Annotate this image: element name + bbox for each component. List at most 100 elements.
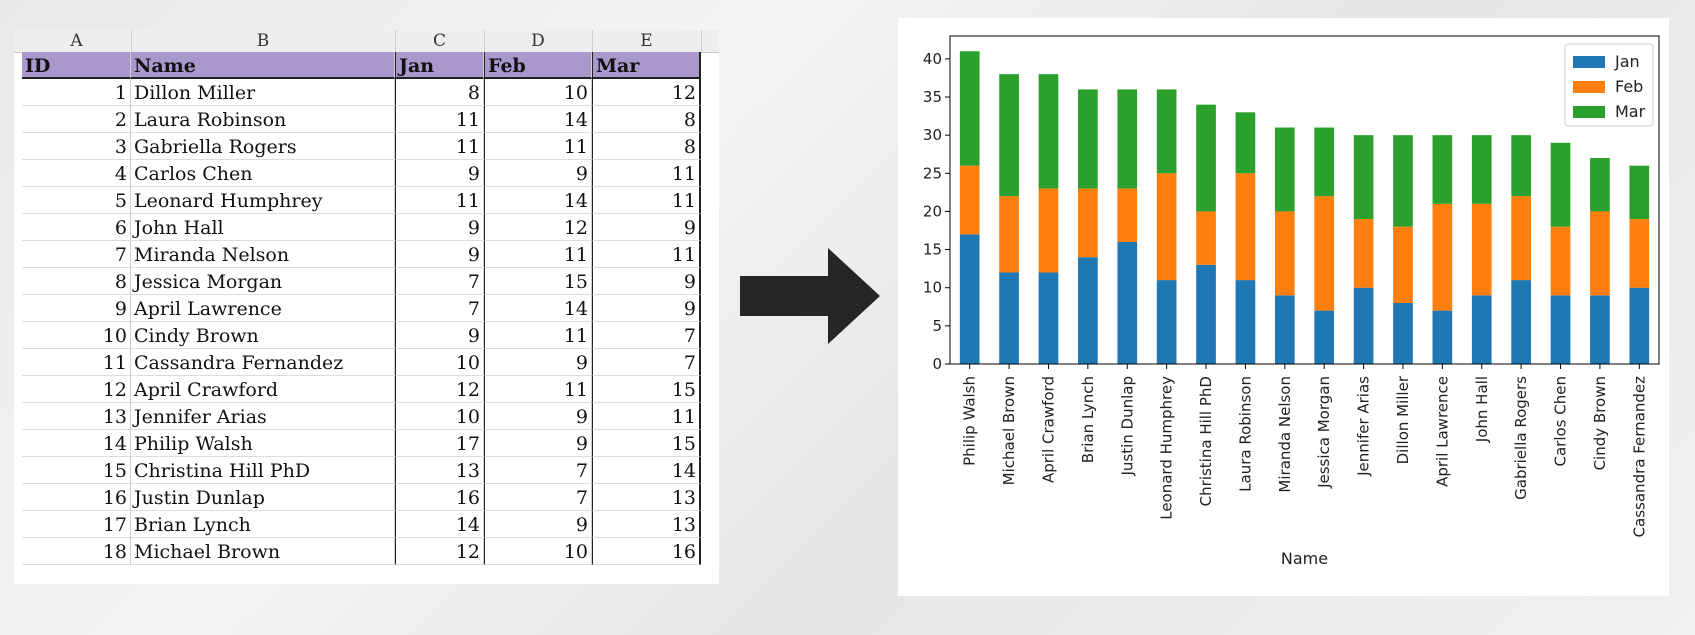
cell-jan[interactable]: 16 xyxy=(395,484,484,511)
cell-mar[interactable]: 8 xyxy=(592,106,701,133)
cell-feb[interactable]: 11 xyxy=(484,322,592,349)
cell-mar[interactable]: 15 xyxy=(592,376,701,403)
cell-jan[interactable]: 11 xyxy=(395,133,484,160)
cell-name[interactable]: Cindy Brown xyxy=(131,322,395,349)
cell-mar[interactable]: 11 xyxy=(592,403,701,430)
cell-name[interactable]: Jessica Morgan xyxy=(131,268,395,295)
cell-jan[interactable]: 17 xyxy=(395,430,484,457)
cell-name[interactable]: Michael Brown xyxy=(131,538,395,565)
cell-name[interactable]: Brian Lynch xyxy=(131,511,395,538)
cell-mar[interactable]: 7 xyxy=(592,322,701,349)
cell-jan[interactable]: 9 xyxy=(395,241,484,268)
cell-name[interactable]: John Hall xyxy=(131,214,395,241)
header-cell-feb[interactable]: Feb xyxy=(484,52,592,79)
header-cell-jan[interactable]: Jan xyxy=(395,52,484,79)
cell-name[interactable]: Leonard Humphrey xyxy=(131,187,395,214)
cell-jan[interactable]: 8 xyxy=(395,79,484,106)
cell-id[interactable]: 11 xyxy=(22,349,131,376)
column-header-a[interactable]: A xyxy=(22,30,132,52)
cell-mar[interactable]: 11 xyxy=(592,160,701,187)
cell-feb[interactable]: 9 xyxy=(484,403,592,430)
cell-jan[interactable]: 9 xyxy=(395,214,484,241)
cell-feb[interactable]: 9 xyxy=(484,430,592,457)
cell-id[interactable]: 8 xyxy=(22,268,131,295)
cell-id[interactable]: 18 xyxy=(22,538,131,565)
cell-feb[interactable]: 15 xyxy=(484,268,592,295)
cell-jan[interactable]: 10 xyxy=(395,403,484,430)
cell-feb[interactable]: 7 xyxy=(484,484,592,511)
cell-feb[interactable]: 12 xyxy=(484,214,592,241)
cell-name[interactable]: Christina Hill PhD xyxy=(131,457,395,484)
cell-feb[interactable]: 11 xyxy=(484,241,592,268)
cell-id[interactable]: 4 xyxy=(22,160,131,187)
cell-mar[interactable]: 13 xyxy=(592,484,701,511)
cell-feb[interactable]: 9 xyxy=(484,160,592,187)
cell-jan[interactable]: 9 xyxy=(395,322,484,349)
cell-id[interactable]: 9 xyxy=(22,295,131,322)
cell-name[interactable]: Laura Robinson xyxy=(131,106,395,133)
cell-id[interactable]: 5 xyxy=(22,187,131,214)
cell-id[interactable]: 12 xyxy=(22,376,131,403)
cell-name[interactable]: Philip Walsh xyxy=(131,430,395,457)
cell-name[interactable]: Gabriella Rogers xyxy=(131,133,395,160)
cell-mar[interactable]: 11 xyxy=(592,241,701,268)
cell-feb[interactable]: 11 xyxy=(484,376,592,403)
cell-mar[interactable]: 14 xyxy=(592,457,701,484)
cell-name[interactable]: Carlos Chen xyxy=(131,160,395,187)
column-header-e[interactable]: E xyxy=(592,30,702,52)
cell-feb[interactable]: 11 xyxy=(484,133,592,160)
cell-mar[interactable]: 8 xyxy=(592,133,701,160)
cell-jan[interactable]: 9 xyxy=(395,160,484,187)
cell-jan[interactable]: 11 xyxy=(395,106,484,133)
column-header-d[interactable]: D xyxy=(484,30,593,52)
cell-name[interactable]: Miranda Nelson xyxy=(131,241,395,268)
cell-name[interactable]: Cassandra Fernandez xyxy=(131,349,395,376)
cell-name[interactable]: Justin Dunlap xyxy=(131,484,395,511)
cell-id[interactable]: 3 xyxy=(22,133,131,160)
cell-mar[interactable]: 11 xyxy=(592,187,701,214)
cell-id[interactable]: 14 xyxy=(22,430,131,457)
cell-mar[interactable]: 7 xyxy=(592,349,701,376)
cell-name[interactable]: April Lawrence xyxy=(131,295,395,322)
column-header-c[interactable]: C xyxy=(395,30,485,52)
cell-feb[interactable]: 9 xyxy=(484,511,592,538)
cell-name[interactable]: Dillon Miller xyxy=(131,79,395,106)
column-header-b[interactable]: B xyxy=(131,30,396,52)
cell-mar[interactable]: 9 xyxy=(592,214,701,241)
cell-feb[interactable]: 10 xyxy=(484,538,592,565)
cell-id[interactable]: 1 xyxy=(22,79,131,106)
cell-jan[interactable]: 7 xyxy=(395,295,484,322)
cell-mar[interactable]: 16 xyxy=(592,538,701,565)
cell-mar[interactable]: 9 xyxy=(592,268,701,295)
cell-name[interactable]: Jennifer Arias xyxy=(131,403,395,430)
cell-id[interactable]: 2 xyxy=(22,106,131,133)
cell-mar[interactable]: 9 xyxy=(592,295,701,322)
cell-feb[interactable]: 14 xyxy=(484,295,592,322)
cell-id[interactable]: 10 xyxy=(22,322,131,349)
header-cell-name[interactable]: Name xyxy=(131,52,395,79)
cell-id[interactable]: 16 xyxy=(22,484,131,511)
cell-feb[interactable]: 7 xyxy=(484,457,592,484)
header-cell-mar[interactable]: Mar xyxy=(592,52,701,79)
cell-mar[interactable]: 13 xyxy=(592,511,701,538)
cell-feb[interactable]: 14 xyxy=(484,187,592,214)
cell-jan[interactable]: 11 xyxy=(395,187,484,214)
cell-id[interactable]: 17 xyxy=(22,511,131,538)
cell-id[interactable]: 7 xyxy=(22,241,131,268)
cell-jan[interactable]: 14 xyxy=(395,511,484,538)
cell-jan[interactable]: 12 xyxy=(395,376,484,403)
cell-name[interactable]: April Crawford xyxy=(131,376,395,403)
cell-feb[interactable]: 10 xyxy=(484,79,592,106)
cell-id[interactable]: 13 xyxy=(22,403,131,430)
cell-jan[interactable]: 10 xyxy=(395,349,484,376)
cell-feb[interactable]: 9 xyxy=(484,349,592,376)
cell-jan[interactable]: 12 xyxy=(395,538,484,565)
cell-id[interactable]: 6 xyxy=(22,214,131,241)
cell-feb[interactable]: 14 xyxy=(484,106,592,133)
cell-jan[interactable]: 7 xyxy=(395,268,484,295)
cell-mar[interactable]: 15 xyxy=(592,430,701,457)
cell-id[interactable]: 15 xyxy=(22,457,131,484)
cell-mar[interactable]: 12 xyxy=(592,79,701,106)
header-cell-id[interactable]: ID xyxy=(22,52,131,79)
cell-jan[interactable]: 13 xyxy=(395,457,484,484)
